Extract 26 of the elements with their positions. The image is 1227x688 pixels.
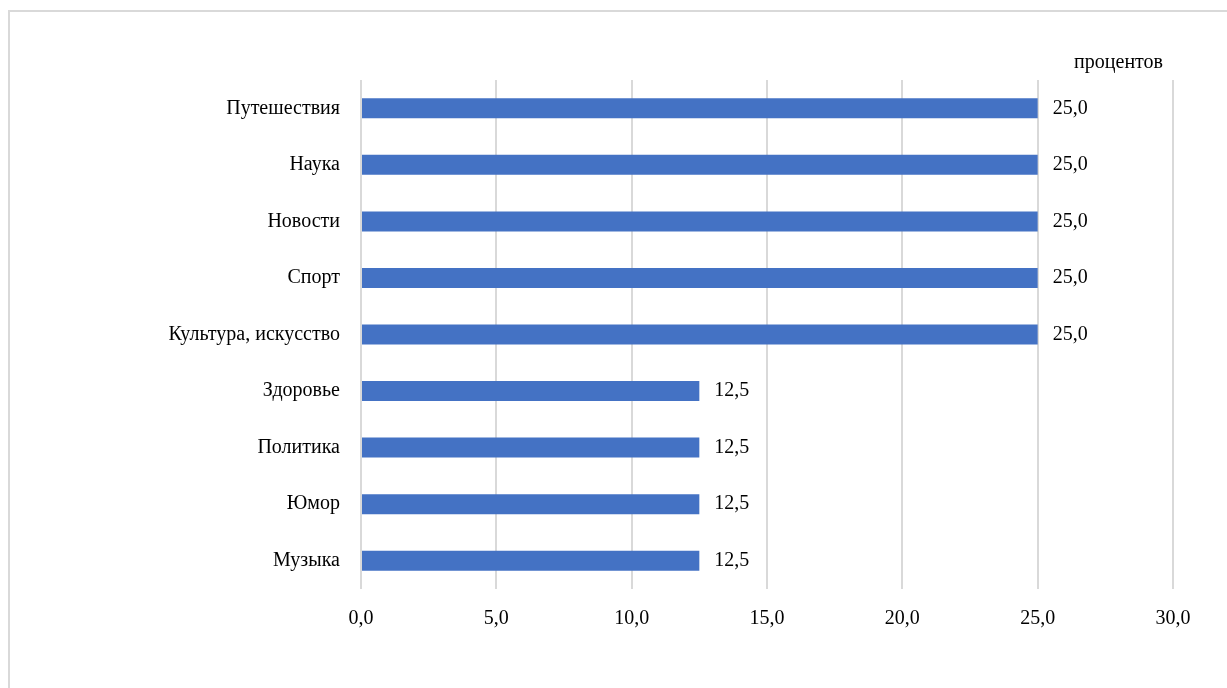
y-tick-label: Музыка [273,547,341,571]
y-tick-label: Культура, искусство [168,321,340,345]
data-label: 25,0 [1052,95,1088,118]
x-tick-label: 30,0 [1155,606,1191,629]
y-tick-label: Здоровье [262,378,341,402]
y-tick-label: Спорт [287,265,341,289]
x-axis-title: процентов [1074,50,1163,74]
y-tick-label: Юмор [286,491,340,515]
y-tick-label: Политика [257,434,341,457]
data-label: 12,5 [714,434,750,457]
data-label: 25,0 [1052,265,1088,288]
x-tick-label: 0,0 [348,606,374,629]
y-tick-label: Путешествия [226,95,340,119]
data-label: 25,0 [1052,152,1088,175]
data-label: 12,5 [714,547,750,570]
y-tick-label: Новости [267,208,341,231]
data-label: 12,5 [714,491,750,514]
data-label: 25,0 [1052,208,1088,231]
x-tick-label: 20,0 [884,606,920,629]
y-tick-label: Наука [289,152,341,176]
x-tick-label: 15,0 [749,606,785,629]
data-label: 25,0 [1052,321,1088,344]
x-tick-label: 25,0 [1020,606,1056,629]
x-tick-label: 10,0 [614,606,650,629]
x-tick-label: 5,0 [483,606,509,629]
data-label: 12,5 [714,378,750,401]
